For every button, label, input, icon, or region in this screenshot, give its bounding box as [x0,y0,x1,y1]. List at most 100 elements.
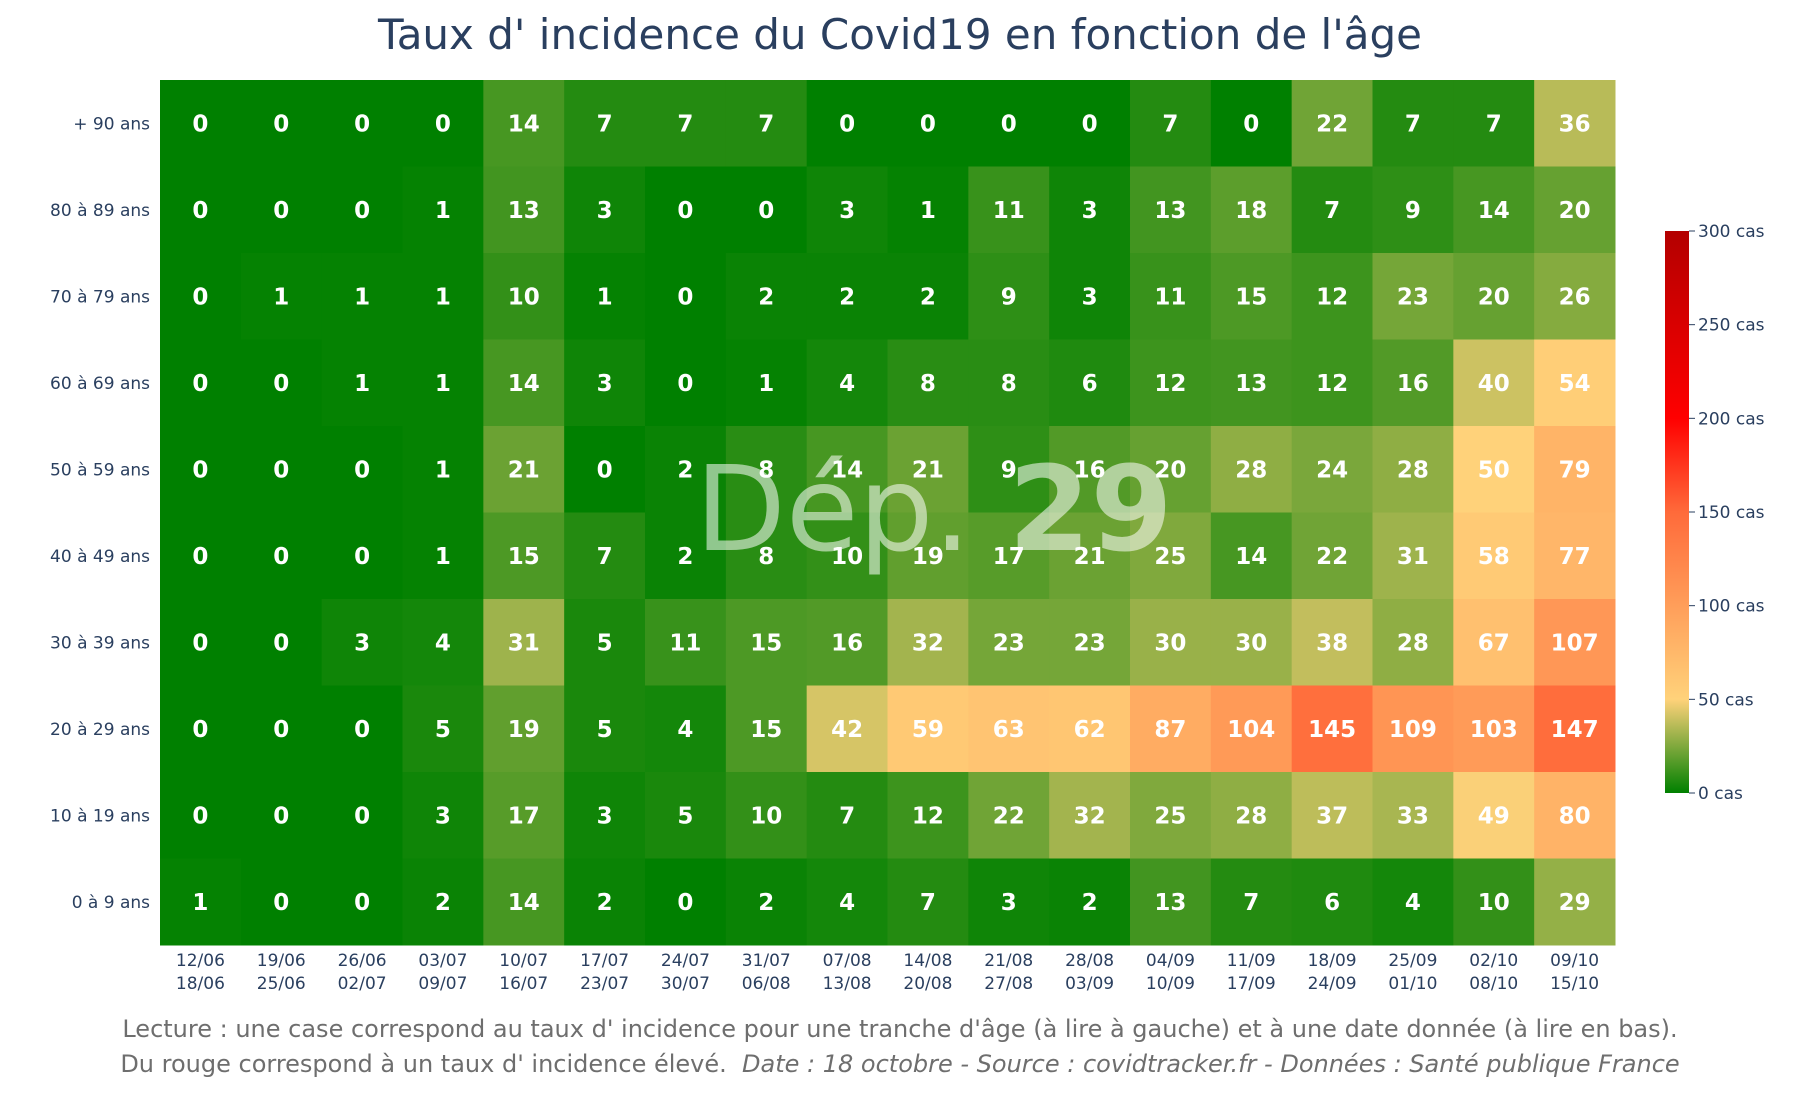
cell-value-label: 2 [920,284,936,310]
cell-value-label: 4 [677,717,693,743]
x-tick-label-start: 18/09 [1308,951,1357,971]
cell-value-label: 31 [1397,544,1429,570]
heatmap-cell [564,685,646,773]
colorbar-tick-label: 0 cas [1698,784,1743,804]
cell-value-label: 24 [1316,457,1348,483]
heatmap-cell [1291,685,1373,773]
heatmap-cell [806,858,888,946]
cell-value-label: 23 [993,630,1025,656]
cell-value-label: 14 [1235,544,1267,570]
cell-value-label: 0 [273,457,289,483]
cell-value-label: 1 [435,284,451,310]
x-tick-label-end: 08/10 [1469,974,1518,994]
cell-value-label: 14 [831,457,863,483]
cell-value-label: 50 [1478,457,1510,483]
x-tick-label-start: 25/09 [1388,951,1437,971]
y-axis-labels: + 90 ans 80 à 89 ans 70 à 79 ans 60 à 69 an… [50,114,150,913]
cell-value-label: 4 [839,890,855,916]
cell-value-label: 54 [1559,371,1591,397]
cell-value-label: 6 [1324,890,1340,916]
heatmap-cell [1453,772,1535,859]
heatmap-cell [321,772,403,859]
heatmap-cell [887,685,969,773]
heatmap-cell [240,599,323,686]
heatmap-cell [402,426,484,513]
heatmap-cell [321,166,403,254]
cell-value-label: 15 [750,717,782,743]
heatmap-cell [1453,858,1535,946]
cell-value-label: 104 [1227,717,1275,743]
heatmap-cell [968,166,1050,254]
cell-value-label: 38 [1316,630,1348,656]
cell-value-label: 7 [1324,198,1340,224]
heatmap-cell [806,253,888,340]
heatmap-cell [645,858,727,946]
heatmap-cell [1372,166,1454,254]
heatmap-cell [968,426,1050,513]
x-tick-label-start: 07/08 [823,951,872,971]
heatmap-cell [564,253,646,340]
heatmap-cell [240,80,323,167]
x-tick-label-end: 06/08 [742,974,791,994]
x-tick-label-start: 12/06 [176,951,225,971]
cell-value-label: 0 [1243,111,1259,137]
cell-value-label: 2 [758,890,774,916]
heatmap-cell [1210,772,1293,859]
cell-value-label: 80 [1559,803,1591,829]
heatmap-cell [402,772,484,859]
x-tick-label-end: 20/08 [903,974,952,994]
heatmap-cell [968,858,1050,946]
heatmap-cell [725,858,808,946]
heatmap-cell [160,426,242,513]
cell-value-label: 22 [993,803,1025,829]
heatmap-cell [240,339,323,427]
heatmap-cell [321,685,403,773]
cell-value-label: 3 [354,630,370,656]
cell-value-label: 14 [508,890,540,916]
footer-note: Du rouge correspond à un taux d' inciden… [120,1050,727,1078]
x-tick-label-start: 10/07 [499,951,548,971]
heatmap-cell [1372,512,1454,600]
heatmap-cell [1130,512,1212,600]
cell-value-label: 12 [1154,371,1186,397]
heatmap-cell [1291,858,1373,946]
heatmap-cells [160,80,1616,946]
cell-value-label: 4 [839,371,855,397]
cell-value-label: 0 [354,890,370,916]
cell-value-label: 58 [1478,544,1510,570]
heatmap-cell [645,426,727,513]
cell-value-label: 17 [993,544,1025,570]
cell-value-label: 16 [831,630,863,656]
x-tick-label-end: 03/09 [1065,974,1114,994]
cell-value-label: 36 [1559,111,1591,137]
heatmap-cell [321,426,403,513]
heatmap-cell [645,253,727,340]
heatmap-cell [1130,253,1212,340]
cell-value-label: 6 [1082,371,1098,397]
heatmap-cell [1372,253,1454,340]
cell-value-label: 79 [1559,457,1591,483]
heatmap-cell [1534,253,1616,340]
heatmap-cell [1372,339,1454,427]
cell-value-label: 33 [1397,803,1429,829]
x-tick-label-end: 16/07 [499,974,548,994]
cell-value-label: 28 [1235,457,1267,483]
x-tick-label-start: 14/08 [903,951,952,971]
colorbar-tick-label: 50 cas [1698,690,1754,710]
heatmap-cell [887,599,969,686]
cell-value-label: 62 [1074,717,1106,743]
heatmap-cell [160,339,242,427]
heatmap-cell [402,80,484,167]
x-tick-label-end: 23/07 [580,974,629,994]
y-tick-label: 30 à 39 ans [50,633,150,653]
cell-value-label: 77 [1559,544,1591,570]
heatmap-cell [725,253,808,340]
cell-value-label: 23 [1397,284,1429,310]
heatmap-cell [725,599,808,686]
heatmap-cell [1049,599,1131,686]
x-tick-label-end: 27/08 [984,974,1033,994]
heatmap-cell [725,166,808,254]
heatmap-cell [1130,858,1212,946]
heatmap-cell [160,253,242,340]
cell-value-label: 0 [354,803,370,829]
